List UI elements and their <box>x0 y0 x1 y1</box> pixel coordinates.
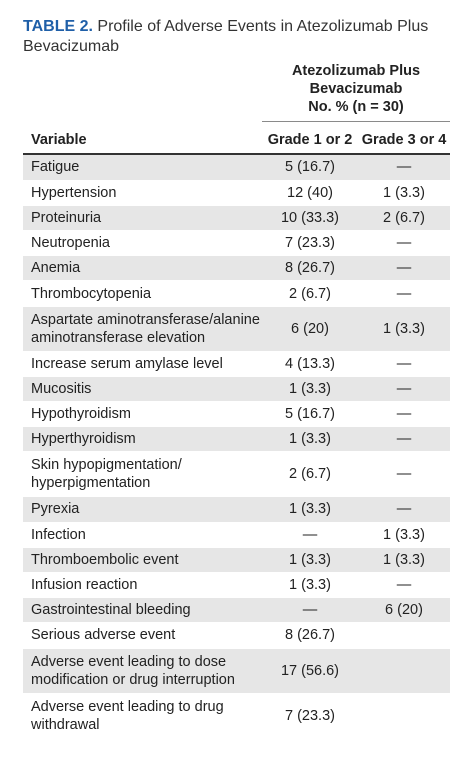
column-header-grade34: Grade 3 or 4 <box>361 132 447 148</box>
cell-variable: Pyrexia <box>23 496 262 523</box>
column-header-grade12: Grade 1 or 2 <box>267 132 353 148</box>
cell-variable: Serious adverse event <box>23 622 262 649</box>
table-row: Thromboembolic event 1 (3.3) 1 (3.3) <box>23 547 450 573</box>
cell-variable: Increase serum amylase level <box>23 351 262 377</box>
cell-grade34: — <box>358 230 450 257</box>
table-row: Gastrointestinal bleeding — 6 (20) <box>23 597 450 624</box>
cell-variable: Gastrointestinal bleeding <box>23 597 262 624</box>
table-row: Skin hypopigmentation/ hyperpigmentation… <box>23 451 450 498</box>
group-header-line2: Bevacizumab <box>309 81 403 97</box>
cell-grade34: — <box>358 376 450 403</box>
cell-grade12: — <box>262 597 358 624</box>
cell-grade12: 1 (3.3) <box>262 376 358 403</box>
group-header-line1: Atezolizumab Plus <box>291 63 421 79</box>
cell-variable: Skin hypopigmentation/ hyperpigmentation <box>23 451 262 498</box>
cell-variable: Adverse event leading to dose modificati… <box>23 648 262 694</box>
cell-variable: Infusion reaction <box>23 572 262 599</box>
table-row: Infection — 1 (3.3) <box>23 522 450 548</box>
table-row: Hypothyroidism 5 (16.7) — <box>23 401 450 428</box>
cell-grade34: 2 (6.7) <box>358 205 450 232</box>
cell-variable: Thromboembolic event <box>23 547 262 573</box>
cell-grade34: 1 (3.3) <box>358 306 450 352</box>
table-row: Increase serum amylase level 4 (13.3) — <box>23 351 450 377</box>
cell-grade12: 8 (26.7) <box>262 622 358 649</box>
cell-grade12: 7 (23.3) <box>262 693 358 739</box>
table-row: Infusion reaction 1 (3.3) — <box>23 572 450 599</box>
cell-variable: Neutropenia <box>23 230 262 257</box>
table-row: Serious adverse event 8 (26.7) <box>23 622 450 649</box>
cell-grade12: 1 (3.3) <box>262 547 358 573</box>
cell-grade34: — <box>358 451 450 498</box>
cell-grade34: 1 (3.3) <box>358 180 450 206</box>
table-row: Hypertension 12 (40) 1 (3.3) <box>23 180 450 206</box>
cell-grade34: — <box>358 255 450 282</box>
cell-grade12: 1 (3.3) <box>262 496 358 523</box>
cell-grade34 <box>358 622 450 649</box>
cell-grade12: 6 (20) <box>262 306 358 352</box>
table-row: Hyperthyroidism 1 (3.3) — <box>23 426 450 453</box>
cell-grade34: — <box>358 496 450 523</box>
table-row: Mucositis 1 (3.3) — <box>23 376 450 403</box>
cell-variable: Aspartate aminotransferase/alanine amino… <box>23 306 262 352</box>
cell-variable: Thrombocytopenia <box>23 280 262 307</box>
cell-variable: Anemia <box>23 255 262 282</box>
table-title: Profile of Adverse Events in Atezolizuma… <box>23 18 429 55</box>
table-row: Thrombocytopenia 2 (6.7) — <box>23 280 450 307</box>
cell-grade34 <box>358 693 450 739</box>
cell-variable: Hyperthyroidism <box>23 426 262 453</box>
cell-grade12: 5 (16.7) <box>262 155 358 181</box>
table-row: Fatigue 5 (16.7) — <box>23 155 450 181</box>
cell-grade12: 7 (23.3) <box>262 230 358 257</box>
table-row: Pyrexia 1 (3.3) — <box>23 496 450 523</box>
table-row: Proteinuria 10 (33.3) 2 (6.7) <box>23 205 450 232</box>
cell-grade34: — <box>358 351 450 377</box>
cell-grade34 <box>358 648 450 694</box>
cell-variable: Infection <box>23 522 262 548</box>
group-header-line3: No. % (n = 30) <box>308 99 404 115</box>
cell-grade34: 6 (20) <box>358 597 450 624</box>
group-header-rule <box>262 121 450 122</box>
cell-variable: Mucositis <box>23 376 262 403</box>
cell-grade12: — <box>262 522 358 548</box>
cell-grade12: 17 (56.6) <box>262 648 358 694</box>
cell-variable: Fatigue <box>23 155 262 181</box>
cell-grade12: 1 (3.3) <box>262 572 358 599</box>
cell-variable: Proteinuria <box>23 205 262 232</box>
cell-grade12: 10 (33.3) <box>262 205 358 232</box>
cell-grade34: — <box>358 155 450 181</box>
table-row: Aspartate aminotransferase/alanine amino… <box>23 306 450 352</box>
cell-grade12: 2 (6.7) <box>262 451 358 498</box>
group-header: Atezolizumab Plus Bevacizumab No. % (n =… <box>262 62 450 116</box>
cell-variable: Adverse event leading to drug withdrawal <box>23 693 262 739</box>
cell-grade12: 8 (26.7) <box>262 255 358 282</box>
cell-grade34: 1 (3.3) <box>358 547 450 573</box>
table-caption: TABLE 2. Profile of Adverse Events in At… <box>23 17 453 57</box>
table-row: Neutropenia 7 (23.3) — <box>23 230 450 257</box>
table-row: Adverse event leading to drug withdrawal… <box>23 693 450 739</box>
adverse-events-table: Fatigue 5 (16.7) — Hypertension 12 (40) … <box>23 155 450 739</box>
cell-grade34: — <box>358 426 450 453</box>
table-label: TABLE 2. <box>23 18 93 35</box>
cell-variable: Hypothyroidism <box>23 401 262 428</box>
cell-grade12: 5 (16.7) <box>262 401 358 428</box>
cell-grade34: 1 (3.3) <box>358 522 450 548</box>
cell-grade12: 4 (13.3) <box>262 351 358 377</box>
cell-grade12: 2 (6.7) <box>262 280 358 307</box>
column-header-variable: Variable <box>31 132 87 148</box>
cell-grade34: — <box>358 572 450 599</box>
table-row: Adverse event leading to dose modificati… <box>23 648 450 694</box>
cell-grade12: 12 (40) <box>262 180 358 206</box>
header-rule <box>23 153 450 155</box>
cell-grade34: — <box>358 280 450 307</box>
table-row: Anemia 8 (26.7) — <box>23 255 450 282</box>
cell-grade12: 1 (3.3) <box>262 426 358 453</box>
cell-grade34: — <box>358 401 450 428</box>
cell-variable: Hypertension <box>23 180 262 206</box>
